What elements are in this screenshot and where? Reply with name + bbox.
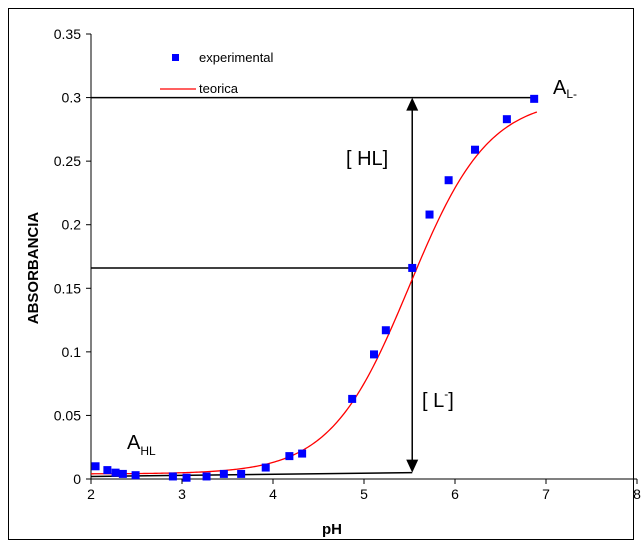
x-tick-label: 2 xyxy=(87,486,95,502)
annotation-l-main: [ L xyxy=(422,390,444,412)
y-tick-label: 0.2 xyxy=(62,217,82,233)
data-point xyxy=(298,449,307,458)
legend-marker-experimental xyxy=(172,54,179,61)
y-tick-label: 0.3 xyxy=(62,90,82,106)
teorica-line xyxy=(90,111,538,475)
data-point xyxy=(425,210,434,219)
annotation-a-l: AL- xyxy=(553,77,577,101)
data-point xyxy=(91,462,100,471)
data-point xyxy=(285,452,294,461)
x-tick-label: 8 xyxy=(633,486,641,502)
data-point xyxy=(348,394,357,403)
legend: experimental teorica xyxy=(160,50,274,96)
data-point xyxy=(408,263,417,272)
y-axis: 0 0.05 0.1 0.15 0.2 0.25 0.3 0.35 xyxy=(54,26,92,487)
annotation-a-l-main: A xyxy=(553,77,567,99)
data-point xyxy=(103,466,112,475)
data-point xyxy=(261,463,270,472)
x-axis-title: pH xyxy=(322,521,342,538)
arrow-head-down xyxy=(406,459,419,473)
data-point xyxy=(502,115,511,124)
legend-label-experimental: experimental xyxy=(199,50,274,65)
y-tick-label: 0.05 xyxy=(54,407,81,423)
y-tick-label: 0.35 xyxy=(54,26,81,42)
x-tick-label: 7 xyxy=(542,486,550,502)
data-point xyxy=(131,471,140,480)
data-point xyxy=(168,472,177,481)
data-point xyxy=(444,176,453,185)
annotation-l-sup: - xyxy=(444,387,448,401)
annotation-a-hl-sub: HL xyxy=(140,444,156,458)
x-tick-label: 6 xyxy=(451,486,459,502)
y-tick-label: 0.15 xyxy=(54,280,81,296)
data-point xyxy=(118,469,127,478)
data-point xyxy=(202,472,211,481)
experimental-points xyxy=(91,94,539,482)
theoretical-curve xyxy=(90,111,538,475)
x-tick-label: 5 xyxy=(360,486,368,502)
data-point xyxy=(370,350,379,359)
arrow-head-up xyxy=(406,97,419,111)
data-point xyxy=(111,468,120,477)
y-axis-title: ABSORBANCIA xyxy=(25,212,42,325)
annotation-a-l-sub: L- xyxy=(566,87,577,101)
x-axis: 2 3 4 5 6 7 8 xyxy=(87,478,641,502)
annotation-a-hl-main: A xyxy=(127,432,141,454)
annotation-l-bracket: [ L-] xyxy=(422,387,454,412)
y-tick-label: 0.1 xyxy=(62,344,82,360)
data-point xyxy=(381,326,390,335)
data-point xyxy=(530,94,539,103)
annotations: AL- AHL [ HL] [ L-] xyxy=(127,77,577,458)
x-tick-label: 3 xyxy=(178,486,186,502)
annotation-hl-bracket: [ HL] xyxy=(346,148,388,170)
data-point xyxy=(471,145,480,154)
annotation-l-close: ] xyxy=(448,390,454,412)
annotation-a-hl: AHL xyxy=(127,432,156,458)
y-tick-label: 0 xyxy=(73,471,81,487)
guide-lines xyxy=(90,96,535,478)
chart-frame xyxy=(8,8,634,540)
data-point xyxy=(182,473,191,482)
legend-label-teorica: teorica xyxy=(199,81,239,96)
baseline-line xyxy=(90,471,413,478)
data-point xyxy=(219,469,228,478)
data-point xyxy=(237,469,246,478)
x-tick-label: 4 xyxy=(269,486,277,502)
y-tick-label: 0.25 xyxy=(54,153,81,169)
